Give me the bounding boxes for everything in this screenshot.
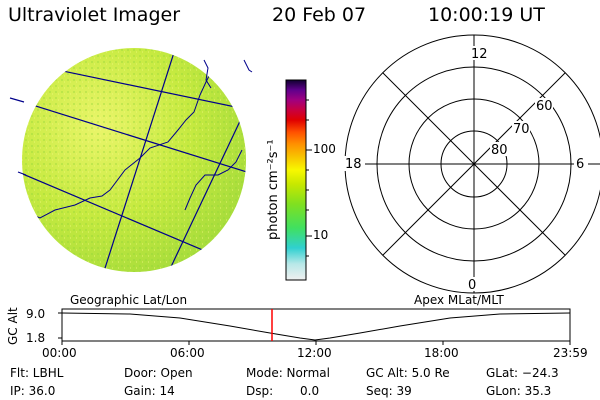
apex-label: Apex MLat/MLT xyxy=(414,293,504,307)
time-readout: 10:00:19 UT xyxy=(428,4,545,26)
colorbar-tick-100: 100 xyxy=(313,142,336,156)
flt-readout: Flt: LBHL xyxy=(10,366,64,380)
altitude-plot-frame xyxy=(61,308,571,342)
mlt-label-12: 12 xyxy=(471,47,488,62)
glat-readout: GLat: −24.3 xyxy=(486,366,559,380)
polar-diagonal-2 xyxy=(382,72,566,256)
dsp-value: 0.0 xyxy=(300,384,319,398)
app-title: Ultraviolet Imager xyxy=(8,4,181,26)
alt-tick-9: 9.0 xyxy=(26,307,45,321)
colorbar: 100 10 photon cm⁻²s⁻¹ xyxy=(266,79,336,281)
mlt-label-0: 0 xyxy=(468,278,476,293)
date-readout: 20 Feb 07 xyxy=(272,4,367,26)
colorbar-tick-10: 10 xyxy=(313,228,328,242)
alt-tick-1-8: 1.8 xyxy=(26,331,45,345)
door-readout: Door: Open xyxy=(124,366,193,380)
polar-plot xyxy=(344,34,600,294)
uv-image xyxy=(9,48,253,272)
seq-readout: Seq: 39 xyxy=(366,384,412,398)
time-tick-1200: 12:00 xyxy=(297,346,332,360)
lat-label-60: 60 xyxy=(536,99,553,114)
glon-readout: GLon: 35.3 xyxy=(486,384,551,398)
time-tick-0000: 00:00 xyxy=(42,346,77,360)
ip-readout: IP: 36.0 xyxy=(10,384,55,398)
time-tick-1800: 18:00 xyxy=(424,346,459,360)
mlt-label-18: 18 xyxy=(345,157,362,172)
mlt-label-6: 6 xyxy=(576,157,584,172)
gc-alt-readout: GC Alt: 5.0 Re xyxy=(366,366,450,380)
colorbar-gradient xyxy=(285,79,307,281)
status-panel: Flt: LBHL IP: 36.0 Door: Open Gain: 14 M… xyxy=(10,366,559,398)
mode-readout: Mode: Normal xyxy=(246,366,330,380)
dsp-label: Dsp: xyxy=(246,384,273,398)
alt-axis-label: GC Alt xyxy=(6,307,20,345)
altitude-plot: 9.0 1.8 GC Alt 00:00 06:00 12:00 18:00 2… xyxy=(6,307,588,360)
colorbar-unit-label: photon cm⁻²s⁻¹ xyxy=(266,139,281,240)
gain-readout: Gain: 14 xyxy=(124,384,175,398)
time-tick-2359: 23:59 xyxy=(553,346,588,360)
time-tick-0600: 06:00 xyxy=(170,346,205,360)
polar-labels: 12 18 6 0 60 70 80 xyxy=(343,46,588,293)
lat-label-80: 80 xyxy=(491,143,508,158)
altitude-curve xyxy=(61,312,571,341)
geographic-label: Geographic Lat/Lon xyxy=(70,293,187,307)
lat-label-70: 70 xyxy=(513,122,530,137)
